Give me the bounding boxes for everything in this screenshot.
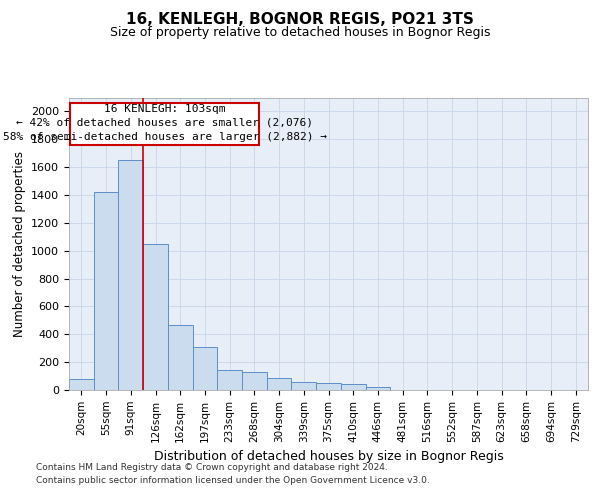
Text: 58% of semi-detached houses are larger (2,882) →: 58% of semi-detached houses are larger (… — [3, 132, 327, 141]
Bar — [217, 370, 242, 390]
Text: Size of property relative to detached houses in Bognor Regis: Size of property relative to detached ho… — [110, 26, 490, 39]
Text: 16 KENLEGH: 103sqm: 16 KENLEGH: 103sqm — [104, 104, 226, 115]
X-axis label: Distribution of detached houses by size in Bognor Regis: Distribution of detached houses by size … — [154, 450, 503, 463]
FancyBboxPatch shape — [70, 103, 259, 145]
Bar — [143, 244, 168, 390]
Bar — [94, 192, 118, 390]
Bar — [242, 372, 267, 390]
Bar — [193, 347, 217, 390]
Bar — [69, 379, 94, 390]
Text: Contains public sector information licensed under the Open Government Licence v3: Contains public sector information licen… — [36, 476, 430, 485]
Text: ← 42% of detached houses are smaller (2,076): ← 42% of detached houses are smaller (2,… — [16, 118, 313, 128]
Bar — [341, 384, 365, 390]
Bar — [118, 160, 143, 390]
Bar — [168, 324, 193, 390]
Bar — [365, 386, 390, 390]
Text: Contains HM Land Registry data © Crown copyright and database right 2024.: Contains HM Land Registry data © Crown c… — [36, 462, 388, 471]
Bar — [292, 382, 316, 390]
Y-axis label: Number of detached properties: Number of detached properties — [13, 151, 26, 337]
Bar — [316, 383, 341, 390]
Text: 16, KENLEGH, BOGNOR REGIS, PO21 3TS: 16, KENLEGH, BOGNOR REGIS, PO21 3TS — [126, 12, 474, 28]
Bar — [267, 378, 292, 390]
